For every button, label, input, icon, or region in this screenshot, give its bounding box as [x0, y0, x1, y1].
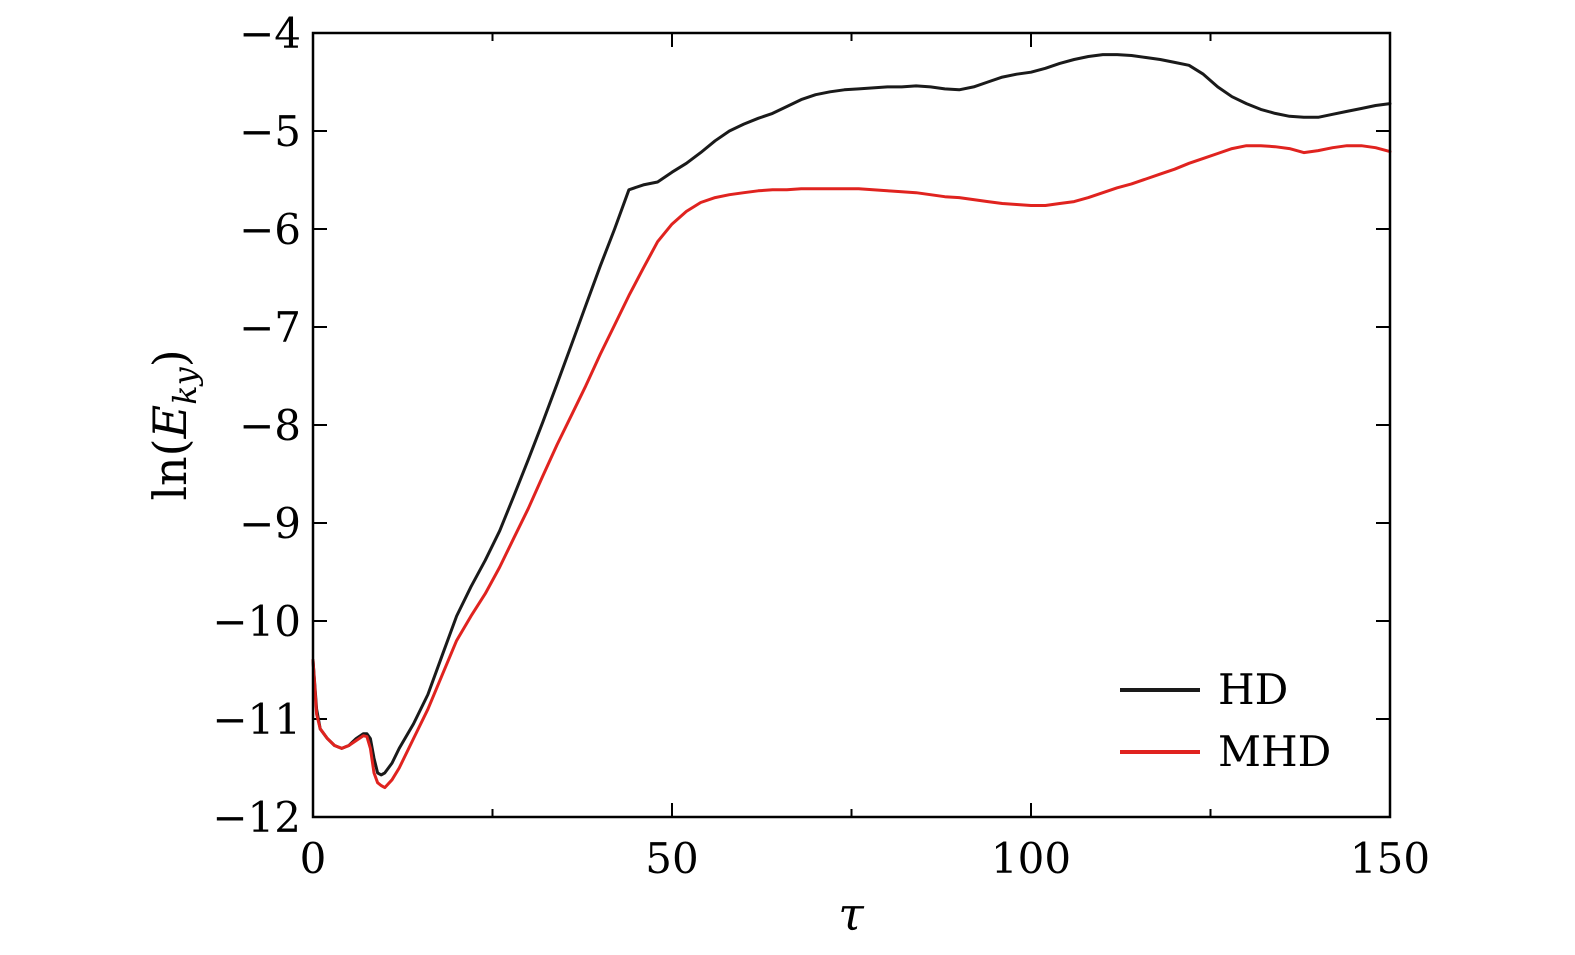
x-tick-label: 100 — [991, 834, 1071, 883]
x-axis-label: τ — [838, 887, 865, 941]
x-tick-label: 50 — [645, 834, 698, 883]
series-line-mhd — [311, 144, 1392, 790]
y-tick-label: −6 — [239, 205, 301, 254]
y-tick-label: −8 — [239, 401, 301, 450]
y-axis-label-var: E — [143, 405, 197, 440]
y-tick-label: −10 — [212, 597, 301, 646]
y-axis-label: ln(Eky) — [143, 349, 204, 500]
y-tick-label: −9 — [239, 499, 301, 548]
y-tick-label: −7 — [239, 303, 301, 352]
tick-labels-layer: 0 50 100 150 −12 −11 −10 −9 −8 −7 −6 −5 −4 — [212, 9, 1430, 883]
y-axis-label-prefix: ln( — [143, 438, 197, 500]
y-tick-label: −11 — [212, 695, 301, 744]
y-axis-label-suffix: ) — [143, 349, 197, 367]
x-tick-label: 0 — [300, 834, 327, 883]
series-line-hd — [311, 53, 1392, 777]
legend-label-hd: HD — [1218, 665, 1288, 714]
plot-frame — [311, 31, 1392, 819]
legend-label-mhd: MHD — [1218, 727, 1331, 776]
y-axis-label-subscript: ky — [166, 366, 204, 404]
y-tick-label: −5 — [239, 107, 301, 156]
x-tick-label: 150 — [1350, 834, 1430, 883]
y-tick-label: −4 — [239, 9, 301, 58]
y-tick-label: −12 — [212, 793, 301, 842]
series-layer — [311, 53, 1392, 790]
legend: HD MHD — [1120, 665, 1331, 776]
